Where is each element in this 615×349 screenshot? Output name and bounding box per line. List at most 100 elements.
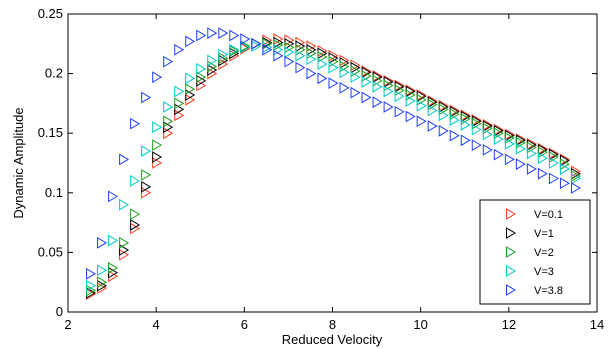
data-point (493, 148, 504, 161)
legend-label: V=3 (534, 266, 554, 278)
data-point (339, 66, 350, 79)
data-point (163, 115, 174, 128)
data-point (460, 113, 471, 125)
y-tick-label: 0.25 (38, 6, 63, 21)
data-point (163, 101, 174, 113)
data-point (416, 99, 427, 112)
data-point (570, 182, 581, 194)
data-point (174, 97, 185, 110)
data-point (152, 121, 163, 134)
data-point (526, 163, 537, 175)
data-point (185, 35, 196, 48)
data-point (240, 33, 251, 45)
data-point (273, 49, 284, 62)
data-point (460, 118, 471, 131)
legend-marker (506, 208, 516, 220)
x-tick-label: 8 (329, 317, 336, 332)
data-point (152, 71, 163, 84)
data-point (339, 60, 350, 73)
data-point (119, 244, 130, 256)
data-point (174, 109, 185, 122)
data-point (97, 236, 108, 249)
legend-marker (506, 227, 516, 239)
data-point (526, 147, 537, 160)
data-point (416, 93, 427, 106)
data-point (141, 169, 152, 181)
legend: V=0.1 V=1 V=2 V=3 V=3.8 (479, 199, 591, 305)
data-point (471, 139, 482, 151)
data-point (141, 91, 152, 104)
data-point (328, 55, 339, 68)
data-point (273, 43, 284, 56)
y-tick-label: 0.15 (38, 125, 63, 140)
data-point (295, 49, 306, 62)
data-point (141, 180, 152, 193)
data-point (537, 146, 548, 159)
data-point (196, 29, 207, 42)
series-V=2 (86, 37, 581, 297)
data-point (141, 145, 152, 157)
data-point (185, 83, 196, 95)
data-point (229, 43, 240, 56)
data-point (372, 80, 383, 93)
data-point (559, 163, 570, 175)
data-point (328, 77, 339, 90)
data-point (262, 43, 273, 56)
data-point (284, 55, 295, 68)
data-point (207, 60, 218, 73)
data-point (416, 115, 427, 128)
legend-box (479, 199, 591, 305)
data-point (504, 138, 515, 150)
data-point (130, 208, 141, 221)
data-point (383, 79, 394, 92)
data-point (108, 190, 119, 203)
data-point (394, 84, 405, 97)
data-point (284, 46, 295, 59)
data-point (526, 141, 537, 154)
data-point (350, 65, 361, 78)
data-point (317, 72, 328, 85)
data-point (152, 139, 163, 151)
data-point (515, 142, 526, 155)
data-point (152, 151, 163, 163)
legend-marker (506, 265, 516, 277)
y-tick-label: 0.2 (45, 66, 63, 81)
data-point (350, 71, 361, 84)
data-point (471, 117, 482, 130)
data-point (449, 108, 460, 121)
data-point (372, 74, 383, 87)
data-point (493, 127, 504, 140)
legend-label: V=3.8 (534, 285, 563, 297)
data-point (427, 120, 438, 132)
data-point (537, 152, 548, 165)
data-point (86, 267, 97, 280)
y-axis-label: Dynamic Amplitude (11, 107, 26, 218)
data-point (174, 43, 185, 56)
data-point (482, 128, 493, 141)
data-point (504, 132, 515, 144)
x-tick-label: 14 (590, 317, 604, 332)
data-point (339, 82, 350, 94)
data-point (350, 86, 361, 99)
data-point (108, 234, 119, 247)
data-point (207, 27, 218, 39)
series-group (86, 27, 581, 300)
data-point (427, 98, 438, 111)
data-point (471, 123, 482, 136)
data-point (383, 101, 394, 113)
data-point (152, 157, 163, 169)
data-point (372, 96, 383, 109)
data-point (218, 48, 229, 61)
data-point (361, 91, 372, 104)
data-point (240, 41, 251, 54)
data-point (130, 175, 141, 187)
data-point (185, 72, 196, 85)
x-axis-label: Reduced Velocity (282, 332, 383, 347)
data-point (438, 103, 449, 116)
legend-label: V=1 (534, 228, 554, 240)
data-point (119, 153, 130, 166)
legend-label: V=2 (534, 247, 554, 259)
data-point (97, 276, 108, 289)
data-point (537, 167, 548, 180)
